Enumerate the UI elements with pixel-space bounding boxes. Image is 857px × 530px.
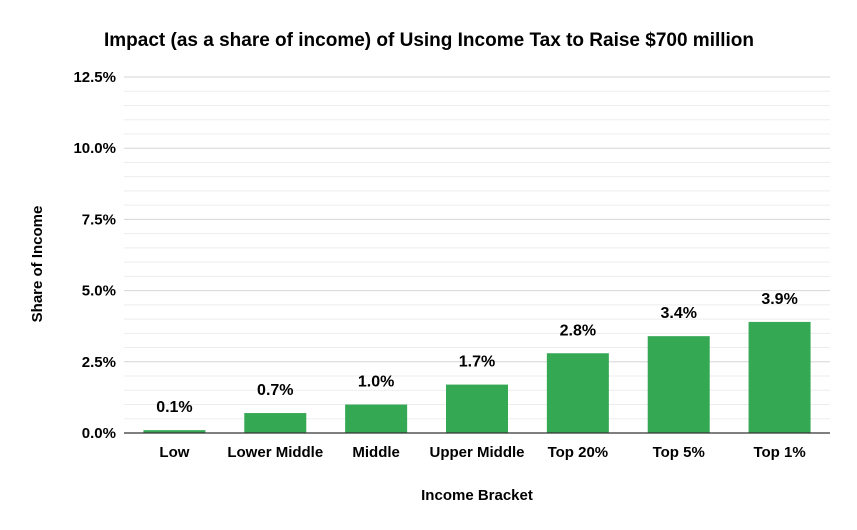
bar: [546, 353, 609, 433]
y-axis-title: Share of Income: [29, 206, 46, 323]
x-axis-title: Income Bracket: [421, 487, 533, 504]
bar: [345, 404, 408, 433]
bars: [143, 321, 811, 433]
data-label: 1.0%: [358, 374, 394, 391]
bar: [244, 413, 307, 433]
y-tick-label: 0.0%: [82, 425, 116, 442]
y-tick-label: 10.0%: [73, 140, 116, 157]
x-category-label: Top 20%: [548, 444, 609, 461]
x-axis-categories: Low Lower Middle Middle Upper Middle Top 20%…: [159, 444, 805, 461]
data-label: 0.1%: [156, 399, 192, 416]
bar: [647, 336, 710, 433]
data-label: 3.9%: [761, 291, 797, 308]
x-category-label: Lower Middle: [227, 444, 323, 461]
x-category-label: Middle: [352, 444, 400, 461]
x-category-label: Top 1%: [753, 444, 805, 461]
x-category-label: Upper Middle: [429, 444, 524, 461]
y-tick-label: 2.5%: [82, 354, 116, 371]
y-tick-label: 12.5%: [73, 69, 116, 86]
data-label: 0.7%: [257, 382, 293, 399]
bar: [748, 321, 811, 433]
x-category-label: Top 5%: [653, 444, 705, 461]
data-label: 3.4%: [660, 305, 696, 322]
data-label: 2.8%: [560, 322, 596, 339]
bar: [143, 430, 206, 433]
bar: [446, 384, 508, 433]
x-category-label: Low: [159, 444, 189, 461]
y-tick-label: 5.0%: [82, 283, 116, 300]
y-axis-ticks: 0.0% 2.5% 5.0% 7.5% 10.0% 12.5%: [73, 69, 116, 442]
y-tick-label: 7.5%: [82, 211, 116, 228]
chart-title: Impact (as a share of income) of Using I…: [104, 30, 754, 51]
data-label: 1.7%: [459, 354, 495, 371]
gridlines: [124, 76, 830, 420]
data-labels: 0.1% 0.7% 1.0% 1.7% 2.8% 3.4% 3.9%: [156, 291, 798, 416]
